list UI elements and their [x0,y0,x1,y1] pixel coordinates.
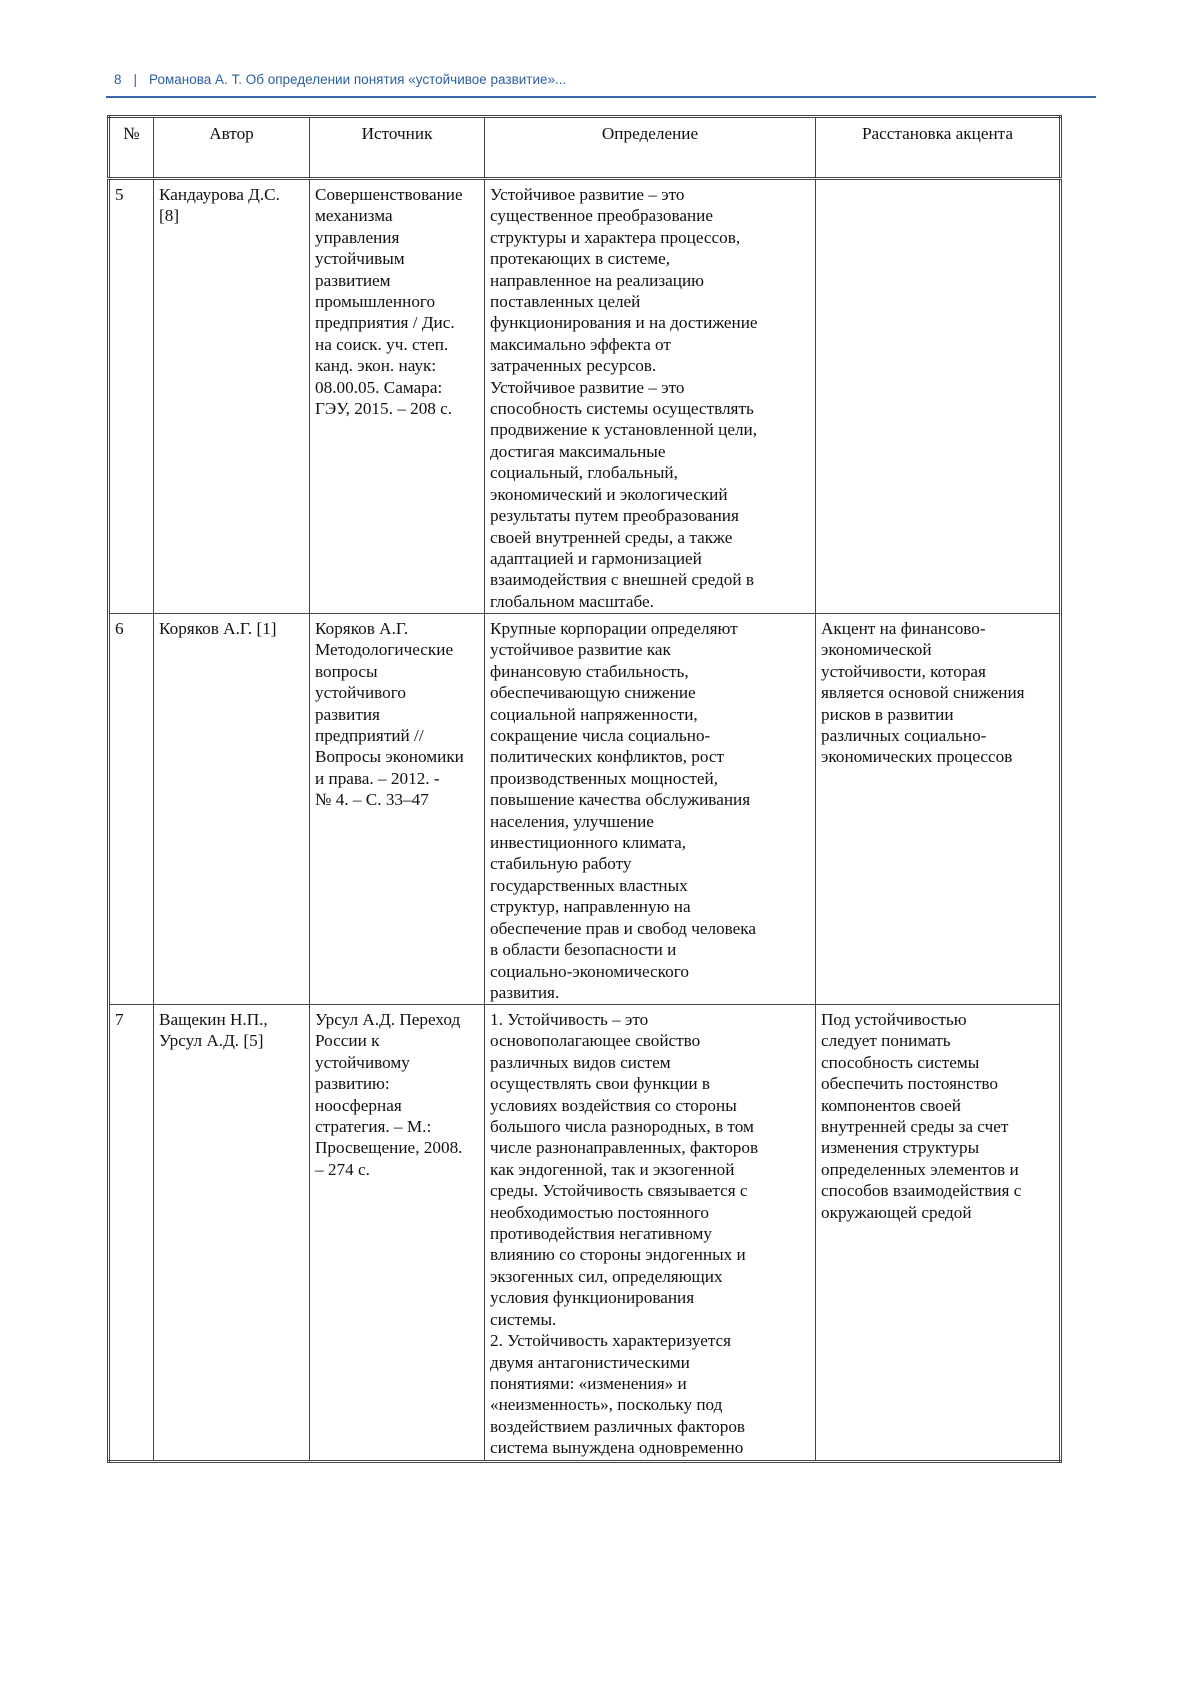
page-number: 8 [114,72,122,87]
column-header-source: Источник [310,117,485,179]
cell-author: Ващекин Н.П., Урсул А.Д. [5] [154,1005,310,1462]
cell-author: Кандаурова Д.С. [8] [154,179,310,614]
table-row: 7 Ващекин Н.П., Урсул А.Д. [5] Урсул А.Д… [109,1005,1061,1462]
column-header-emphasis: Расстановка акцента [816,117,1061,179]
cell-number: 6 [109,614,154,1005]
column-header-definition: Определение [485,117,816,179]
cell-source: Урсул А.Д. Переход России к устойчивому … [310,1005,485,1462]
cell-definition: 1. Устойчивость – это основополагающее с… [485,1005,816,1462]
cell-emphasis [816,179,1061,614]
header-rule [106,96,1096,98]
cell-emphasis: Под устойчивостью следует понимать спосо… [816,1005,1061,1462]
cell-number: 5 [109,179,154,614]
separator: | [134,72,138,87]
table-header-row: № Автор Источник Определение Расстановка… [109,117,1061,179]
table-row: 6 Коряков А.Г. [1] Коряков А.Г. Методоло… [109,614,1061,1005]
cell-author: Коряков А.Г. [1] [154,614,310,1005]
running-head: 8 | Романова А. Т. Об определении понятия … [114,72,566,87]
table-row: 5 Кандаурова Д.С. [8] Совершенствование … [109,179,1061,614]
cell-number: 7 [109,1005,154,1462]
cell-definition: Крупные корпорации определяют устойчивое… [485,614,816,1005]
cell-definition: Устойчивое развитие – это существенное п… [485,179,816,614]
definitions-table: № Автор Источник Определение Расстановка… [107,115,1062,1463]
running-title: Романова А. Т. Об определении понятия «у… [149,72,566,87]
cell-source: Коряков А.Г. Методологические вопросы ус… [310,614,485,1005]
column-header-number: № [109,117,154,179]
column-header-author: Автор [154,117,310,179]
cell-source: Совершенствование механизма управления у… [310,179,485,614]
cell-emphasis: Акцент на финансово- экономической устой… [816,614,1061,1005]
